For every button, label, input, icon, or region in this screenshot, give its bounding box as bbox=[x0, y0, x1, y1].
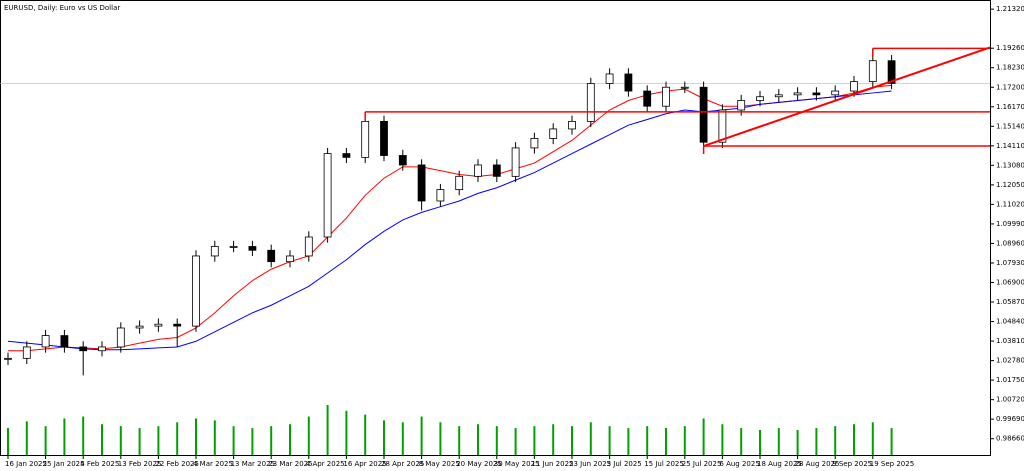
y-tick-label: 1.06900 bbox=[996, 278, 1024, 286]
y-tick-label: 1.14110 bbox=[996, 142, 1024, 150]
x-tick-label: 11 Jun 2025 bbox=[531, 460, 573, 468]
y-tick-label: 1.17200 bbox=[996, 83, 1024, 91]
candle-body bbox=[98, 346, 106, 352]
candle-body bbox=[549, 128, 558, 139]
y-tick-label: 1.13080 bbox=[996, 161, 1024, 169]
y-tick-label: 1.01750 bbox=[996, 376, 1024, 384]
candle-body bbox=[868, 60, 877, 82]
x-tick-label: 16 Apr 2025 bbox=[343, 460, 386, 468]
plot-frame bbox=[0, 0, 991, 456]
candle-body bbox=[624, 73, 633, 92]
x-tick-label: 22 Feb 2025 bbox=[155, 460, 199, 468]
candle-body bbox=[342, 153, 351, 158]
x-tick-label: 8 May 2025 bbox=[419, 460, 460, 468]
candle-body bbox=[41, 335, 50, 348]
candle-body bbox=[511, 147, 520, 177]
candle-body bbox=[304, 236, 313, 257]
x-tick-label: 15 Jul 2025 bbox=[644, 460, 684, 468]
y-tick-label: 1.04840 bbox=[996, 318, 1024, 326]
candle-body bbox=[436, 189, 445, 202]
candle-body bbox=[737, 100, 746, 111]
candle-body bbox=[680, 86, 689, 89]
x-tick-label: 25 Jan 2025 bbox=[43, 460, 85, 468]
candle-body bbox=[643, 90, 652, 107]
candle-body bbox=[831, 90, 840, 96]
x-tick-label: 13 Feb 2025 bbox=[118, 460, 162, 468]
y-tick-label: 1.08960 bbox=[996, 239, 1024, 247]
candle-body bbox=[135, 325, 144, 329]
candle-body bbox=[248, 246, 257, 251]
candle-body bbox=[530, 138, 539, 149]
y-tick-label: 1.18230 bbox=[996, 64, 1024, 72]
x-tick-label: 23 Mar 2025 bbox=[268, 460, 312, 468]
y-tick-label: 0.99690 bbox=[996, 415, 1024, 423]
candle-body bbox=[192, 255, 200, 327]
candle-body bbox=[79, 346, 88, 352]
x-tick-label: 18 Aug 2025 bbox=[757, 460, 802, 468]
x-tick-label: 28 Apr 2025 bbox=[381, 460, 424, 468]
candle-body bbox=[60, 335, 69, 348]
candle-body bbox=[116, 327, 125, 348]
x-tick-label: 13 Mar 2025 bbox=[231, 460, 275, 468]
candle-body bbox=[887, 60, 896, 84]
x-tick-label: 3 Jul 2025 bbox=[607, 460, 642, 468]
candle-body bbox=[154, 323, 163, 327]
y-tick-label: 1.00720 bbox=[996, 396, 1024, 404]
x-tick-label: 4 Apr 2025 bbox=[306, 460, 345, 468]
candle-body bbox=[492, 164, 501, 177]
candle-body bbox=[22, 346, 31, 359]
candle-body bbox=[361, 120, 370, 158]
x-tick-label: 4 Mar 2025 bbox=[193, 460, 233, 468]
candle-body bbox=[455, 175, 464, 191]
x-tick-label: 23 Jun 2025 bbox=[569, 460, 611, 468]
candle-body bbox=[173, 323, 182, 327]
candle-body bbox=[267, 249, 276, 263]
x-tick-label: 28 Aug 2025 bbox=[795, 460, 840, 468]
candle-body bbox=[850, 81, 858, 92]
y-tick-label: 0.98660 bbox=[996, 435, 1024, 443]
candle-body bbox=[793, 92, 802, 96]
y-tick-label: 1.21320 bbox=[996, 5, 1024, 13]
y-tick-label: 1.12050 bbox=[996, 181, 1024, 189]
candle-body bbox=[4, 357, 12, 360]
trend-line bbox=[703, 46, 991, 147]
candle-body bbox=[718, 109, 727, 143]
chart-title: EURUSD, Daily: Euro vs US Dollar bbox=[4, 4, 120, 12]
candle-body bbox=[568, 120, 576, 130]
y-tick-label: 1.05870 bbox=[996, 298, 1024, 306]
x-tick-label: 19 Sep 2025 bbox=[870, 460, 914, 468]
y-tick-label: 1.15140 bbox=[996, 122, 1024, 130]
candle-body bbox=[210, 246, 219, 257]
candle-body bbox=[380, 120, 388, 156]
candle-body bbox=[586, 83, 595, 122]
candle-body bbox=[229, 246, 238, 248]
candle-body bbox=[774, 94, 783, 98]
y-tick-label: 1.02780 bbox=[996, 357, 1024, 365]
candle-body bbox=[662, 86, 670, 107]
x-tick-label: 20 May 2025 bbox=[456, 460, 502, 468]
y-tick-label: 1.16170 bbox=[996, 103, 1024, 111]
candle-body bbox=[323, 153, 332, 238]
x-tick-label: 9 Sep 2025 bbox=[832, 460, 872, 468]
candle-body bbox=[474, 164, 482, 177]
y-tick-label: 1.19260 bbox=[996, 44, 1024, 52]
candle-body bbox=[699, 86, 708, 143]
candle-body bbox=[605, 73, 614, 84]
x-tick-label: 16 Jan 2025 bbox=[5, 460, 47, 468]
candle-body bbox=[812, 92, 821, 96]
candle-body bbox=[398, 155, 407, 166]
x-tick-label: 25 Jul 2025 bbox=[682, 460, 722, 468]
y-tick-label: 1.09990 bbox=[996, 220, 1024, 228]
x-tick-label: 4 Feb 2025 bbox=[80, 460, 119, 468]
candle-body bbox=[417, 164, 426, 202]
x-tick-label: 6 Aug 2025 bbox=[719, 460, 759, 468]
candle-body bbox=[756, 96, 764, 101]
candle-body bbox=[286, 255, 294, 263]
y-tick-label: 1.03810 bbox=[996, 337, 1024, 345]
x-tick-label: 30 May 2025 bbox=[494, 460, 540, 468]
y-tick-label: 1.07930 bbox=[996, 259, 1024, 267]
y-tick-label: 1.11020 bbox=[996, 200, 1024, 208]
